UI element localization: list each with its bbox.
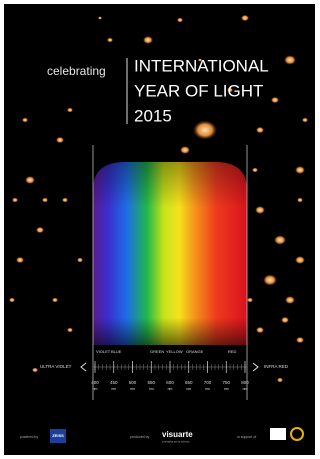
- lantern: [67, 328, 73, 333]
- lantern: [22, 118, 28, 123]
- scale-unit: nm: [205, 387, 210, 391]
- powered-label: powered by: [20, 435, 38, 439]
- scale-unit: nm: [149, 387, 154, 391]
- scale-unit: nm: [186, 387, 191, 391]
- lantern: [252, 168, 258, 173]
- lantern: [77, 258, 83, 263]
- lantern: [25, 176, 35, 184]
- lantern: [295, 166, 305, 174]
- scale-unit: nm: [168, 387, 173, 391]
- lantern: [56, 137, 64, 143]
- lantern: [302, 118, 308, 123]
- scale-unit: nm: [93, 387, 98, 391]
- sponsor-name: ZEISS: [52, 433, 64, 438]
- lantern: [52, 298, 58, 303]
- scale-label: 600: [166, 380, 174, 385]
- lantern: [62, 198, 68, 203]
- color-label: BLUE: [111, 349, 122, 354]
- lantern: [263, 274, 277, 285]
- color-label: VIOLET: [96, 349, 111, 354]
- lantern: [274, 235, 286, 245]
- lantern: [42, 198, 48, 203]
- scale-label: 650: [185, 380, 193, 385]
- scale-unit: nm: [130, 387, 135, 391]
- color-label: ORANGE: [186, 349, 204, 354]
- scale-label: 800: [241, 380, 249, 385]
- lantern: [9, 298, 15, 303]
- producer-sub: innovative art for science: [162, 441, 190, 444]
- lantern: [67, 108, 73, 113]
- lantern: [296, 337, 304, 343]
- ir-label: INFRA RED: [264, 364, 289, 369]
- scale-unit: nm: [111, 387, 116, 391]
- intro-text: celebrating: [47, 64, 106, 78]
- scale-label: 450: [110, 380, 118, 385]
- lantern: [281, 317, 289, 323]
- lantern: [177, 18, 183, 23]
- color-label: YELLOW: [166, 349, 183, 354]
- color-label: RED: [228, 349, 237, 354]
- lantern: [247, 298, 253, 303]
- unesco-logo: [270, 428, 286, 440]
- title-line: 2015: [134, 106, 172, 125]
- produced-label: produced by: [130, 435, 150, 439]
- producer-name: visuarte: [162, 430, 193, 439]
- scale-label: 700: [204, 380, 212, 385]
- support-label: in support of: [237, 435, 256, 439]
- title-line: YEAR OF LIGHT: [134, 81, 263, 100]
- lantern: [143, 36, 153, 44]
- scale-unit: nm: [243, 387, 248, 391]
- poster: celebrating INTERNATIONAL YEAR OF LIGHT …: [0, 0, 319, 459]
- scale-label: 400: [91, 380, 99, 385]
- lantern: [277, 378, 283, 383]
- lantern: [255, 206, 265, 214]
- lantern: [36, 227, 44, 233]
- lantern: [193, 120, 217, 139]
- lantern: [180, 146, 190, 154]
- title-line: INTERNATIONAL: [134, 56, 269, 75]
- lantern: [297, 198, 303, 203]
- color-label: GREEN: [150, 349, 164, 354]
- lantern: [295, 256, 305, 264]
- lantern: [256, 127, 264, 133]
- lantern: [271, 97, 279, 103]
- scale-label: 750: [222, 380, 230, 385]
- lantern: [12, 198, 18, 203]
- lantern: [256, 327, 264, 333]
- scale-unit: nm: [224, 387, 229, 391]
- scale-label: 550: [147, 380, 155, 385]
- scale-label: 500: [129, 380, 137, 385]
- lantern: [98, 16, 102, 19]
- lantern: [16, 257, 24, 263]
- spectrum-shade: [93, 162, 247, 345]
- lantern: [284, 55, 296, 65]
- uv-label: ULTRA VIOLET: [40, 364, 72, 369]
- lantern: [241, 15, 249, 21]
- lantern: [107, 38, 113, 43]
- lantern: [32, 368, 38, 373]
- lantern: [285, 296, 295, 304]
